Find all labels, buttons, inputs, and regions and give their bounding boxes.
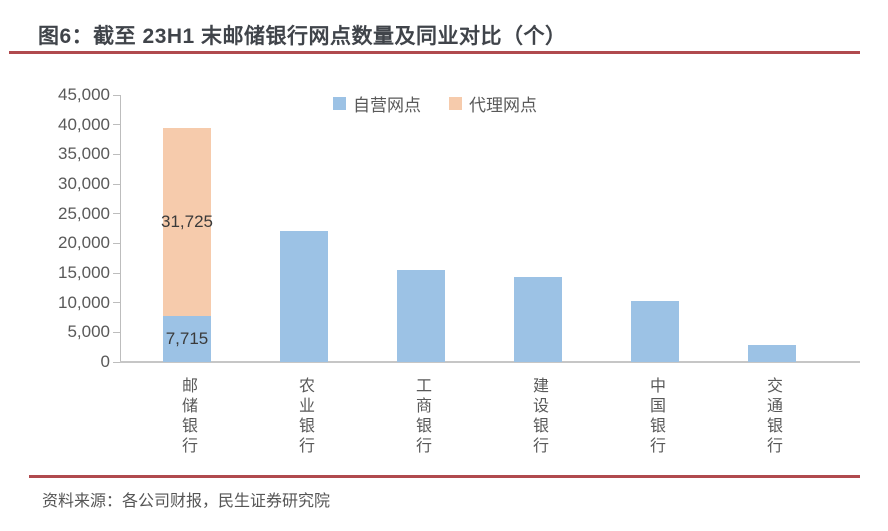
- y-tick-label: 30,000: [58, 174, 110, 193]
- y-axis-tick: [113, 94, 120, 96]
- y-axis-tick: [113, 272, 120, 274]
- bar-value-label: 31,725: [161, 212, 213, 232]
- bar-segment-代理网点: [163, 127, 211, 317]
- legend-swatch-icon: [449, 97, 462, 110]
- source-note: 资料来源：各公司财报，民生证券研究院: [42, 493, 331, 510]
- x-category-label: 工商银行: [413, 377, 430, 457]
- y-tick-label: 5,000: [67, 322, 110, 342]
- x-category-label: 邮储银行: [179, 377, 196, 457]
- y-tick-label: 45,000: [58, 85, 110, 104]
- y-tick-label: 40,000: [58, 114, 110, 134]
- y-axis-tick: [113, 153, 120, 155]
- y-tick-label: 25,000: [58, 203, 110, 223]
- legend-swatch-icon: [333, 97, 346, 110]
- y-axis-tick: [113, 213, 120, 215]
- legend-label: 自营网点: [353, 96, 421, 115]
- y-axis-tick: [113, 331, 120, 333]
- x-category-label: 农业银行: [296, 377, 313, 457]
- bar-value-label: 7,715: [165, 329, 209, 349]
- y-axis-tick: [113, 183, 120, 185]
- y-tick-label: 15,000: [58, 263, 110, 282]
- bar-segment-自营网点: [514, 277, 562, 362]
- bar-segment-自营网点: [163, 316, 211, 362]
- x-category-label: 建设银行: [530, 377, 547, 457]
- legend-item: 代理网点: [449, 91, 537, 116]
- figure-title: 图6：截至 23H1 末邮储银行网点数量及同业对比（个）: [38, 25, 567, 48]
- y-axis-tick: [113, 361, 120, 363]
- y-axis-tick: [113, 124, 120, 126]
- y-axis-tick: [113, 242, 120, 244]
- chart-legend: 自营网点 代理网点: [333, 91, 537, 116]
- x-category-label: 交通银行: [764, 377, 781, 457]
- bar-segment-自营网点: [397, 270, 445, 362]
- x-category-label: 中国银行: [647, 377, 664, 457]
- y-axis-line: [120, 95, 121, 362]
- y-axis-tick: [113, 302, 120, 304]
- y-tick-label: 35,000: [58, 144, 110, 164]
- bar-segment-自营网点: [748, 345, 796, 362]
- footer-rule: [29, 475, 860, 478]
- bar-segment-自营网点: [280, 231, 328, 362]
- y-tick-label: 10,000: [58, 292, 110, 312]
- y-tick-label: 20,000: [58, 233, 110, 253]
- legend-item: 自营网点: [333, 91, 421, 116]
- legend-label: 代理网点: [469, 96, 537, 115]
- x-axis-line: [120, 361, 860, 363]
- y-tick-label: 0: [100, 352, 110, 371]
- title-underline-rule: [9, 51, 860, 54]
- bar-segment-自营网点: [631, 300, 679, 362]
